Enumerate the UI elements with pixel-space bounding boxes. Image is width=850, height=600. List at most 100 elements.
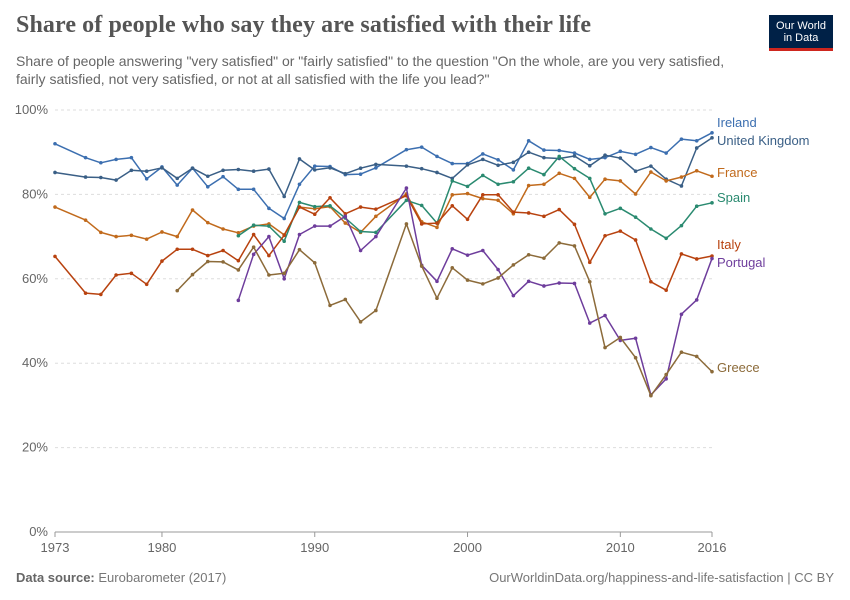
- data-point-france[interactable]: [679, 175, 684, 179]
- data-point-ireland[interactable]: [679, 137, 684, 141]
- series-line-ireland[interactable]: [54, 132, 713, 220]
- data-point-portugal[interactable]: [511, 293, 516, 298]
- data-source-value[interactable]: Eurobarometer (2017): [98, 570, 227, 585]
- data-point-greece[interactable]: [618, 335, 623, 340]
- data-point-spain[interactable]: [587, 176, 592, 181]
- data-point-france[interactable]: [160, 230, 164, 234]
- data-point-portugal[interactable]: [710, 256, 714, 261]
- data-point-italy[interactable]: [297, 205, 302, 209]
- data-point-united-kingdom[interactable]: [435, 170, 439, 175]
- data-point-ireland[interactable]: [312, 164, 317, 168]
- data-point-ireland[interactable]: [404, 147, 409, 152]
- data-point-spain[interactable]: [312, 204, 317, 209]
- data-point-spain[interactable]: [542, 172, 546, 177]
- data-point-france[interactable]: [205, 220, 210, 225]
- data-point-france[interactable]: [236, 231, 241, 235]
- data-point-greece[interactable]: [328, 303, 332, 308]
- data-point-italy[interactable]: [99, 292, 103, 297]
- data-point-france[interactable]: [53, 205, 57, 209]
- data-point-portugal[interactable]: [435, 279, 439, 284]
- data-point-portugal[interactable]: [664, 377, 668, 381]
- data-point-united-kingdom[interactable]: [710, 136, 714, 140]
- data-point-spain[interactable]: [618, 206, 623, 211]
- data-point-italy[interactable]: [267, 253, 271, 258]
- data-point-united-kingdom[interactable]: [511, 160, 516, 165]
- data-point-united-kingdom[interactable]: [587, 163, 592, 168]
- data-point-italy[interactable]: [251, 232, 256, 237]
- data-point-italy[interactable]: [496, 193, 500, 197]
- data-point-italy[interactable]: [236, 258, 241, 263]
- data-point-france[interactable]: [572, 176, 577, 181]
- data-point-italy[interactable]: [694, 257, 699, 261]
- data-point-greece[interactable]: [587, 279, 592, 284]
- data-point-united-kingdom[interactable]: [236, 167, 241, 172]
- data-point-united-kingdom[interactable]: [496, 163, 500, 168]
- data-point-united-kingdom[interactable]: [603, 153, 607, 157]
- data-point-portugal[interactable]: [526, 279, 531, 284]
- data-point-ireland[interactable]: [664, 151, 668, 155]
- series-label-spain[interactable]: Spain: [717, 190, 750, 205]
- data-point-ireland[interactable]: [205, 185, 210, 189]
- data-point-greece[interactable]: [312, 260, 317, 265]
- data-point-ireland[interactable]: [694, 139, 699, 143]
- data-point-france[interactable]: [603, 177, 607, 182]
- data-point-italy[interactable]: [328, 195, 332, 200]
- data-point-united-kingdom[interactable]: [679, 184, 684, 188]
- data-point-united-kingdom[interactable]: [328, 166, 332, 170]
- series-line-italy[interactable]: [54, 194, 713, 296]
- data-point-greece[interactable]: [679, 350, 684, 355]
- data-point-france[interactable]: [694, 168, 699, 173]
- data-point-greece[interactable]: [603, 345, 607, 350]
- data-point-greece[interactable]: [465, 278, 470, 282]
- data-point-portugal[interactable]: [633, 336, 638, 341]
- data-point-italy[interactable]: [205, 253, 210, 258]
- data-point-italy[interactable]: [358, 205, 363, 209]
- data-point-united-kingdom[interactable]: [542, 155, 546, 160]
- series-label-italy[interactable]: Italy: [717, 237, 741, 252]
- data-point-united-kingdom[interactable]: [358, 166, 363, 171]
- footer-url[interactable]: OurWorldinData.org/happiness-and-life-sa…: [489, 570, 834, 585]
- data-point-portugal[interactable]: [374, 234, 378, 239]
- data-point-united-kingdom[interactable]: [374, 162, 378, 167]
- series-line-portugal[interactable]: [237, 187, 713, 396]
- data-point-ireland[interactable]: [175, 183, 180, 187]
- data-point-greece[interactable]: [664, 372, 668, 377]
- data-point-spain[interactable]: [374, 230, 378, 235]
- data-point-greece[interactable]: [404, 222, 409, 226]
- data-point-france[interactable]: [435, 225, 439, 230]
- series-line-united-kingdom[interactable]: [54, 137, 713, 198]
- data-point-greece[interactable]: [175, 288, 180, 293]
- data-point-spain[interactable]: [328, 203, 332, 208]
- data-point-united-kingdom[interactable]: [267, 167, 271, 171]
- data-point-united-kingdom[interactable]: [190, 166, 195, 171]
- data-point-france[interactable]: [83, 218, 88, 222]
- data-point-spain[interactable]: [481, 173, 485, 178]
- series-line-france[interactable]: [54, 170, 713, 240]
- data-point-ireland[interactable]: [526, 139, 531, 143]
- data-point-france[interactable]: [481, 196, 485, 201]
- data-point-spain[interactable]: [267, 224, 271, 228]
- data-point-france[interactable]: [633, 192, 638, 196]
- data-point-ireland[interactable]: [572, 151, 577, 155]
- data-point-greece[interactable]: [710, 369, 714, 374]
- data-point-italy[interactable]: [53, 254, 57, 259]
- data-point-france[interactable]: [450, 193, 455, 197]
- data-point-united-kingdom[interactable]: [618, 156, 623, 160]
- data-point-france[interactable]: [496, 198, 500, 203]
- data-point-spain[interactable]: [282, 239, 286, 244]
- data-point-italy[interactable]: [481, 193, 485, 197]
- data-point-united-kingdom[interactable]: [160, 166, 164, 170]
- data-point-ireland[interactable]: [297, 182, 302, 187]
- data-point-portugal[interactable]: [694, 298, 699, 302]
- data-point-spain[interactable]: [526, 166, 531, 171]
- data-point-france[interactable]: [542, 182, 546, 187]
- data-point-greece[interactable]: [435, 296, 439, 301]
- data-point-portugal[interactable]: [557, 281, 562, 285]
- data-point-greece[interactable]: [633, 355, 638, 360]
- data-point-spain[interactable]: [710, 201, 714, 205]
- data-point-italy[interactable]: [190, 247, 195, 252]
- data-point-united-kingdom[interactable]: [297, 157, 302, 161]
- data-point-spain[interactable]: [358, 229, 363, 234]
- data-point-greece[interactable]: [190, 272, 195, 277]
- data-point-greece[interactable]: [282, 271, 286, 276]
